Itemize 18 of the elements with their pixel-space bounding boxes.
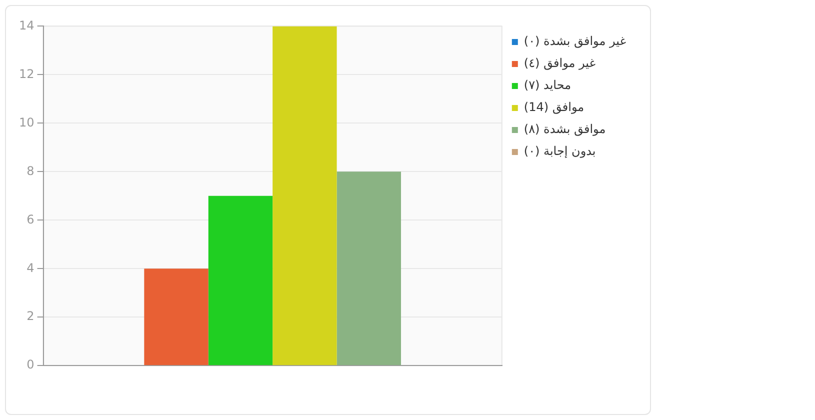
legend-label: موافق بشدة (٨) — [524, 122, 606, 136]
bar — [144, 268, 208, 366]
legend-label: غير موافق (٤) — [524, 56, 596, 70]
legend-label: موافق (14) — [524, 100, 584, 114]
y-tick-label: 14 — [18, 18, 34, 32]
legend-label: محايد (٧) — [524, 78, 572, 92]
y-tick-label: 4 — [26, 260, 34, 275]
legend-label: غير موافق بشدة (٠) — [524, 34, 626, 48]
legend-label: بدون إجابة (٠) — [524, 144, 596, 158]
y-tick-label: 8 — [26, 164, 34, 178]
y-tick-label: 10 — [18, 115, 34, 130]
y-tick-label: 6 — [26, 212, 34, 226]
y-tick-label: 12 — [18, 66, 34, 81]
bar — [336, 172, 401, 366]
bar — [208, 196, 273, 366]
y-tick-label: 0 — [26, 358, 34, 372]
bar — [272, 26, 337, 366]
y-tick-label: 2 — [26, 309, 34, 324]
